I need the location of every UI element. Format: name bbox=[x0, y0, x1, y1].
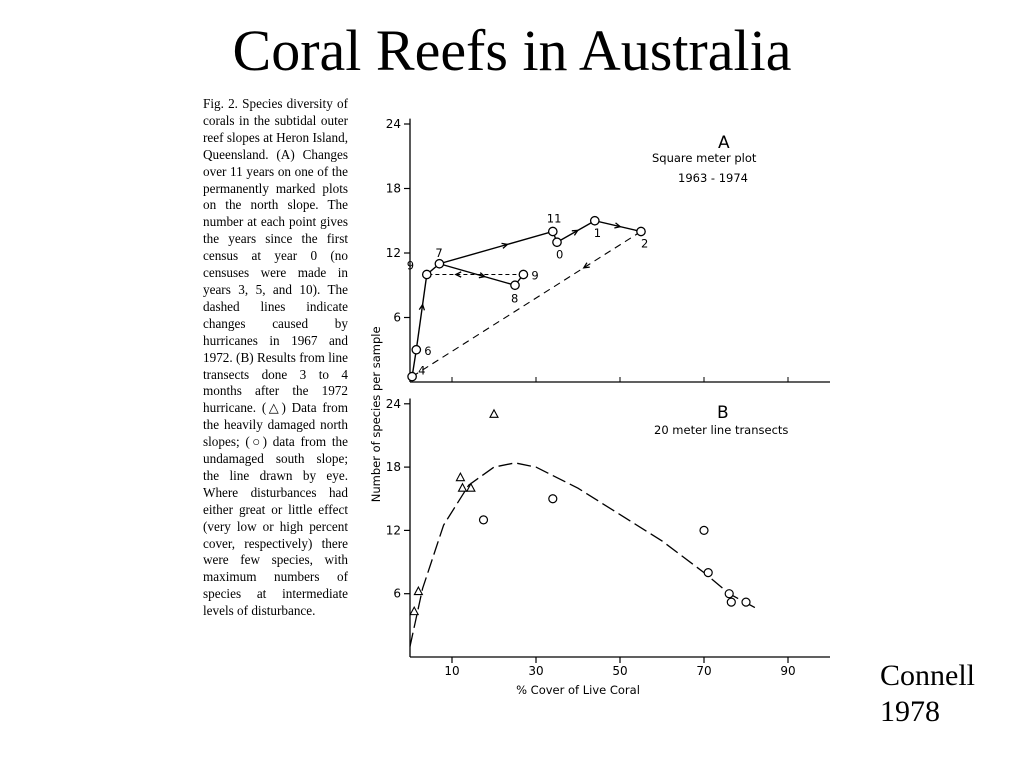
panel-b-y-tick-label: 6 bbox=[393, 587, 401, 601]
panel-b-x-tick-label: 10 bbox=[444, 664, 459, 678]
panel-a-point-label: 4 bbox=[418, 364, 425, 378]
panel-a-letter: A bbox=[718, 133, 730, 153]
panel-a-arrowhead bbox=[478, 272, 487, 279]
panel-a-point-label: 9 bbox=[531, 269, 538, 283]
slide-title: Coral Reefs in Australia bbox=[232, 18, 792, 83]
panel-b-circle-point bbox=[703, 568, 713, 578]
citation-name: Connell bbox=[880, 659, 975, 692]
panel-b-triangle-point bbox=[465, 482, 476, 492]
panel-a-y-tick-label: 6 bbox=[393, 311, 401, 325]
panel-a-y-tick-label: 18 bbox=[386, 182, 401, 196]
panel-a-arrowhead bbox=[571, 229, 580, 236]
panel-b-letter: B bbox=[717, 403, 729, 423]
panel-a-title: Square meter plot bbox=[652, 151, 757, 165]
panel-a-arrowhead bbox=[614, 222, 622, 229]
panel-a-point bbox=[407, 371, 417, 382]
panel-a-point-label: 9 bbox=[407, 259, 414, 273]
panel-a-point bbox=[434, 258, 445, 269]
panel-b-triangle-point bbox=[413, 585, 424, 596]
panel-a-hurricane-dashed-line bbox=[411, 231, 642, 378]
panel-b-circle-point bbox=[724, 589, 734, 599]
panel-b-circle-point bbox=[478, 515, 489, 525]
panel-a-point bbox=[518, 269, 529, 280]
panel-b-x-tick-label: 70 bbox=[696, 664, 711, 678]
panel-a-point bbox=[510, 280, 520, 291]
panel-b-x-tick-label: 30 bbox=[528, 664, 543, 678]
figure-caption: Fig. 2. Species diversity of corals in t… bbox=[203, 96, 348, 620]
panel-a-point bbox=[411, 344, 422, 355]
panel-a-arrowhead bbox=[582, 262, 590, 269]
panel-b-triangle-point bbox=[409, 605, 420, 616]
x-axis-label: % Cover of Live Coral bbox=[516, 683, 640, 697]
panel-b-circle-point bbox=[699, 525, 709, 535]
panel-b-x-tick-label: 90 bbox=[780, 664, 795, 678]
citation: Connell 1978 bbox=[880, 658, 975, 730]
y-axis-label: Number of species per sample bbox=[369, 326, 383, 502]
panel-a-point-label: 1 bbox=[594, 226, 601, 240]
panel-b-circle-point bbox=[548, 494, 558, 504]
panel-a-y-tick-label: 12 bbox=[386, 246, 401, 260]
panel-a-point-label: 2 bbox=[641, 237, 648, 251]
panel-b-triangle-point bbox=[457, 482, 468, 492]
panel-b-triangle-point bbox=[455, 471, 466, 482]
panel-a-point-label: 6 bbox=[424, 344, 431, 358]
panel-b-circle-point bbox=[726, 597, 736, 607]
panel-a-point bbox=[589, 215, 600, 226]
panel-a-point-label: 11 bbox=[547, 212, 562, 226]
panel-a-point-label: 0 bbox=[556, 247, 563, 261]
panel-b-y-tick-label: 18 bbox=[386, 460, 401, 474]
panel-b-chart: 6 12 18 24 10 30 50 70 90 B20 meter line transect… bbox=[369, 326, 830, 697]
panel-b-y-tick-label: 12 bbox=[386, 523, 401, 537]
panel-a-point-label: 7 bbox=[435, 246, 442, 260]
panel-a-arrowhead bbox=[454, 271, 462, 278]
panel-b-circle-point bbox=[741, 597, 751, 607]
panel-a-subtitle: 1963 - 1974 bbox=[678, 171, 748, 185]
panel-b-title: 20 meter line transects bbox=[654, 423, 788, 437]
panel-b-y-tick-label: 24 bbox=[386, 397, 401, 411]
panel-a-arrowhead bbox=[501, 242, 509, 249]
panel-a-point bbox=[547, 226, 558, 237]
citation-year: 1978 bbox=[880, 695, 940, 728]
panel-a-point bbox=[552, 237, 562, 248]
panel-a-point bbox=[421, 269, 432, 280]
panel-a-point-label: 8 bbox=[511, 291, 518, 305]
panel-a-trajectory-line bbox=[411, 220, 642, 377]
panel-a-point bbox=[636, 226, 646, 237]
panel-b-x-tick-label: 50 bbox=[612, 664, 627, 678]
caption-text: Fig. 2. Species diversity of corals in t… bbox=[203, 96, 348, 619]
panel-b-triangle-point bbox=[489, 408, 499, 418]
panel-a-arrowhead bbox=[418, 303, 426, 311]
panel-a-y-tick-label: 24 bbox=[386, 117, 401, 131]
